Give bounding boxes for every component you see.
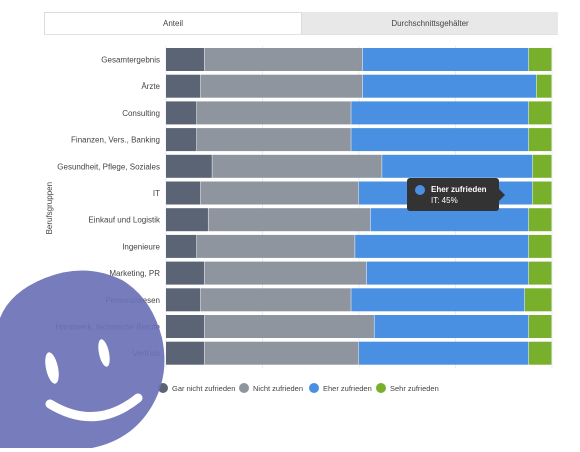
tab-anteil[interactable]: Anteil xyxy=(44,12,302,34)
bar-segment-gar-nicht-zufrieden xyxy=(166,315,205,338)
bar-segment-sehr-zufrieden xyxy=(528,234,552,258)
category-label: IT xyxy=(153,189,160,198)
bar-segment-sehr-zufrieden xyxy=(528,128,552,152)
category-label: Einkauf und Logistik xyxy=(88,216,161,225)
legend-marker xyxy=(376,383,386,393)
bar-segment-nicht-zufrieden xyxy=(204,261,367,285)
bar-segment-sehr-zufrieden xyxy=(528,341,552,365)
category-label: Vertrieb xyxy=(132,349,160,358)
bar-segment-eher-zufrieden xyxy=(351,288,525,312)
bar-segment-gar-nicht-zufrieden xyxy=(166,181,201,205)
legend-label: Eher zufrieden xyxy=(323,384,372,393)
category-label: Ärzte xyxy=(141,82,160,91)
bar-segment-nicht-zufrieden xyxy=(200,74,363,98)
tab-durchschnittsgehaelter[interactable]: Durchschnittsgehälter xyxy=(302,12,558,34)
bar-segment-gar-nicht-zufrieden xyxy=(166,288,201,312)
category-label: Consulting xyxy=(122,109,160,118)
tab-bar: Anteil Durchschnittsgehälter xyxy=(44,12,558,34)
bar-segment-nicht-zufrieden xyxy=(196,128,351,152)
bar-segment-sehr-zufrieden xyxy=(532,181,552,205)
category-label: Personalwesen xyxy=(105,296,160,305)
chart-tooltip: Eher zufrieden IT: 45% xyxy=(407,178,505,211)
bar-segment-eher-zufrieden xyxy=(366,261,529,285)
bar-segment-sehr-zufrieden xyxy=(532,154,552,178)
bar-segment-gar-nicht-zufrieden xyxy=(166,234,197,258)
category-label: Finanzen, Vers., Banking xyxy=(71,136,160,145)
category-label: Gesamtergebnis xyxy=(101,56,160,65)
tab-divider xyxy=(44,34,558,35)
tooltip-value: IT: 45% xyxy=(431,196,458,205)
bar-segment-eher-zufrieden xyxy=(351,101,529,125)
bar-segment-gar-nicht-zufrieden xyxy=(166,48,205,71)
bar-segment-sehr-zufrieden xyxy=(528,261,552,285)
bar-segment-nicht-zufrieden xyxy=(204,48,363,71)
bar-segment-eher-zufrieden xyxy=(359,341,529,365)
bar-segment-gar-nicht-zufrieden xyxy=(166,74,201,98)
bar-segment-eher-zufrieden xyxy=(382,154,533,178)
bar-segment-eher-zufrieden xyxy=(370,208,529,232)
bar-segment-gar-nicht-zufrieden xyxy=(166,208,208,232)
bar-segment-sehr-zufrieden xyxy=(528,101,552,125)
bar-segment-nicht-zufrieden xyxy=(196,101,351,125)
tooltip-series-name: Eher zufrieden xyxy=(431,185,487,194)
bar-segment-eher-zufrieden xyxy=(362,74,537,98)
legend-label: Nicht zufrieden xyxy=(253,384,303,393)
y-axis-title: Berufsgruppen xyxy=(45,182,54,234)
legend-marker xyxy=(309,383,319,393)
tooltip-series-dot xyxy=(415,185,425,195)
bar-segment-nicht-zufrieden xyxy=(212,154,382,178)
bar-segment-sehr-zufrieden xyxy=(536,74,552,98)
category-label: Handwerk, technische Berufe xyxy=(56,323,161,332)
legend-label: Gar nicht zufrieden xyxy=(172,384,235,393)
bar-segment-eher-zufrieden xyxy=(351,128,529,152)
bar-segment-nicht-zufrieden xyxy=(200,288,351,312)
bar-segment-nicht-zufrieden xyxy=(204,341,359,365)
category-label: Marketing, PR xyxy=(109,269,160,278)
legend-marker xyxy=(239,383,249,393)
bar-segment-eher-zufrieden xyxy=(362,48,529,71)
category-label: Gesundheit, Pflege, Soziales xyxy=(57,162,160,171)
bar-segment-gar-nicht-zufrieden xyxy=(166,101,197,125)
bar-segment-nicht-zufrieden xyxy=(208,208,371,232)
bar-segment-gar-nicht-zufrieden xyxy=(166,341,205,365)
bar-segment-gar-nicht-zufrieden xyxy=(166,261,205,285)
bar-segment-sehr-zufrieden xyxy=(528,315,552,338)
bar-segment-eher-zufrieden xyxy=(374,315,529,338)
legend-label: Sehr zufrieden xyxy=(390,384,439,393)
bar-segment-nicht-zufrieden xyxy=(196,234,355,258)
bar-segment-gar-nicht-zufrieden xyxy=(166,128,197,152)
bar-segment-gar-nicht-zufrieden xyxy=(166,154,212,178)
legend-marker xyxy=(158,383,168,393)
bar-segment-sehr-zufrieden xyxy=(528,208,552,232)
bar-segment-nicht-zufrieden xyxy=(204,315,374,338)
bar-segment-nicht-zufrieden xyxy=(200,181,359,205)
category-label: Ingenieure xyxy=(122,242,160,251)
bar-segment-sehr-zufrieden xyxy=(528,48,552,71)
bar-segment-sehr-zufrieden xyxy=(524,288,552,312)
bar-segment-eher-zufrieden xyxy=(355,234,529,258)
